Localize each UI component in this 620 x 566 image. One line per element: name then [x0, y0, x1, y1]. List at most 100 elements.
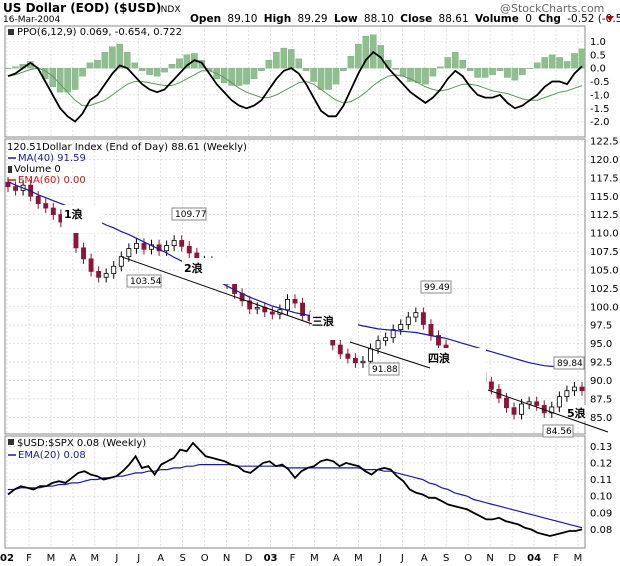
- x-axis: 02 F M A M J J A S O N D 03 F M A M J J A S O N D 04 F M: [0, 553, 582, 564]
- annotations: 1浪 2浪 三浪 四浪 5浪 109.77 103.54 99.49 91.88…: [62, 205, 609, 438]
- ppo-histogram-bar: [481, 67, 489, 78]
- ppo-histogram-bar: [429, 67, 437, 77]
- candle: [164, 245, 170, 252]
- candle: [35, 195, 41, 205]
- x-tick-label: M: [47, 553, 56, 564]
- price-y-tick-label: 92.5: [590, 358, 612, 369]
- candle: [398, 324, 404, 330]
- down-arrow-icon: [606, 16, 614, 21]
- price-y-tick-label: 122.5: [590, 137, 619, 148]
- candle: [81, 247, 86, 260]
- ma40-legend: MA(40) 91.59: [18, 153, 86, 164]
- ppo-histogram-bar: [332, 67, 340, 85]
- candle: [179, 240, 185, 247]
- wave-box-5: [565, 405, 587, 421]
- ppo-histogram-bar: [466, 67, 474, 71]
- x-tick-label: J: [136, 553, 140, 564]
- candle: [390, 329, 396, 339]
- x-tick-label: A: [69, 553, 76, 564]
- x-tick-label: F: [26, 553, 32, 564]
- x-tick-label: M: [91, 553, 100, 564]
- candle: [284, 298, 290, 311]
- candle: [420, 312, 426, 325]
- candle: [534, 401, 540, 406]
- trend-line-1: [121, 256, 313, 325]
- candle: [360, 360, 366, 364]
- ppo-histogram-bar: [414, 67, 422, 83]
- ratio-plot: [7, 441, 583, 537]
- chg-label: Chg: [538, 13, 561, 25]
- ppo-histogram-bar: [422, 67, 429, 85]
- ppo-histogram-bar: [131, 62, 139, 69]
- x-tick-label: M: [354, 553, 363, 564]
- ppo-histogram-bar: [459, 59, 467, 69]
- trend-line-2: [349, 341, 431, 369]
- ppo-histogram-bar: [533, 62, 541, 69]
- ppo-histogram-bar: [287, 49, 295, 69]
- ppo-histogram-bar: [243, 67, 250, 85]
- x-tick-label: J: [400, 553, 404, 564]
- ppo-histogram-bar: [355, 43, 362, 69]
- ppo-legend: PPO(6,12,9) 0.069, -0.654, 0.722: [8, 27, 182, 38]
- x-tick-label: O: [201, 553, 209, 564]
- price-y-tick-label: 95.0: [590, 339, 612, 350]
- wave-label-3: 三浪: [312, 314, 334, 328]
- ratio-legend-title: $USD:$SPX 0.08 (Weekly): [17, 438, 146, 449]
- ppo-histogram-bar: [496, 67, 504, 71]
- candle: [579, 386, 585, 392]
- ppo-histogram-bar: [541, 57, 549, 69]
- candle: [337, 344, 343, 355]
- candle: [405, 316, 411, 325]
- x-tick-label: N: [486, 553, 493, 564]
- ppo-histogram-bar: [302, 67, 310, 71]
- ppo-y-tick-label: 0.5: [590, 50, 606, 61]
- wave-label-1: 1浪: [64, 207, 83, 221]
- ratio-y-tick-label: 0.10: [590, 492, 612, 503]
- ppo-histogram-bar: [12, 66, 19, 69]
- chart-title: US Dollar (EOD) ($USD): [3, 1, 161, 15]
- candle: [103, 273, 109, 278]
- candle: [111, 265, 117, 275]
- price-legend: 120.51Dollar Index (End of Day) 88.61 (W…: [7, 142, 247, 186]
- ppo-histogram-bar: [250, 67, 258, 79]
- ppo-histogram-bar: [407, 67, 414, 82]
- price-y-tick-label: 112.5: [590, 210, 619, 221]
- close-value: 88.61: [439, 13, 469, 25]
- ppo-y-tick-label: -2.0: [590, 117, 610, 128]
- x-tick-label: 02: [0, 553, 14, 564]
- wave-box-3: [310, 312, 358, 340]
- ppo-histogram-bar: [79, 67, 86, 77]
- ppo-histogram-bar: [86, 62, 94, 69]
- ppo-histogram-bar: [392, 67, 399, 70]
- ppo-histogram-bar: [220, 67, 228, 83]
- price-y-tick-label: 100.0: [590, 302, 619, 313]
- grid-lines: [5, 26, 585, 548]
- high-label: High: [264, 13, 291, 25]
- price-label-99-49: 99.49: [424, 283, 450, 293]
- candle: [43, 203, 49, 209]
- price-legend-title: 120.51Dollar Index (End of Day) 88.61 (W…: [7, 142, 247, 153]
- ema20-line: [8, 464, 583, 529]
- ppo-histogram-bar: [56, 67, 64, 93]
- price-label-109-77: 109.77: [175, 210, 207, 220]
- price-y-tick-label: 102.5: [590, 284, 619, 295]
- ppo-legend-label: PPO(6,12,9) 0.069, -0.654, 0.722: [17, 27, 182, 38]
- ppo-histogram-bar: [504, 67, 511, 78]
- ppo-plot: [4, 34, 586, 123]
- ppo-y-tick-label: 0.0: [590, 64, 606, 75]
- ppo-histogram-bar: [71, 67, 79, 90]
- close-label: Close: [400, 13, 432, 25]
- candle: [141, 243, 147, 250]
- y-axes: 1.0 0.5 0.0 -0.5 -1.0 -1.5 -2.0 122.5 120.0 117.5…: [590, 37, 619, 536]
- wave-label-2: 2浪: [184, 261, 203, 275]
- quote-line: Open 89.10 High 89.29 Low 88.10 Close 88…: [190, 13, 620, 25]
- candle: [88, 258, 94, 272]
- ppo-y-tick-label: 1.0: [590, 37, 606, 48]
- x-tick-label: A: [333, 553, 340, 564]
- ratio-line: [7, 441, 583, 537]
- candle: [50, 207, 56, 216]
- ppo-histogram-bar: [451, 51, 459, 69]
- candle: [292, 298, 298, 304]
- candle: [126, 248, 132, 258]
- ppo-line: [7, 50, 583, 123]
